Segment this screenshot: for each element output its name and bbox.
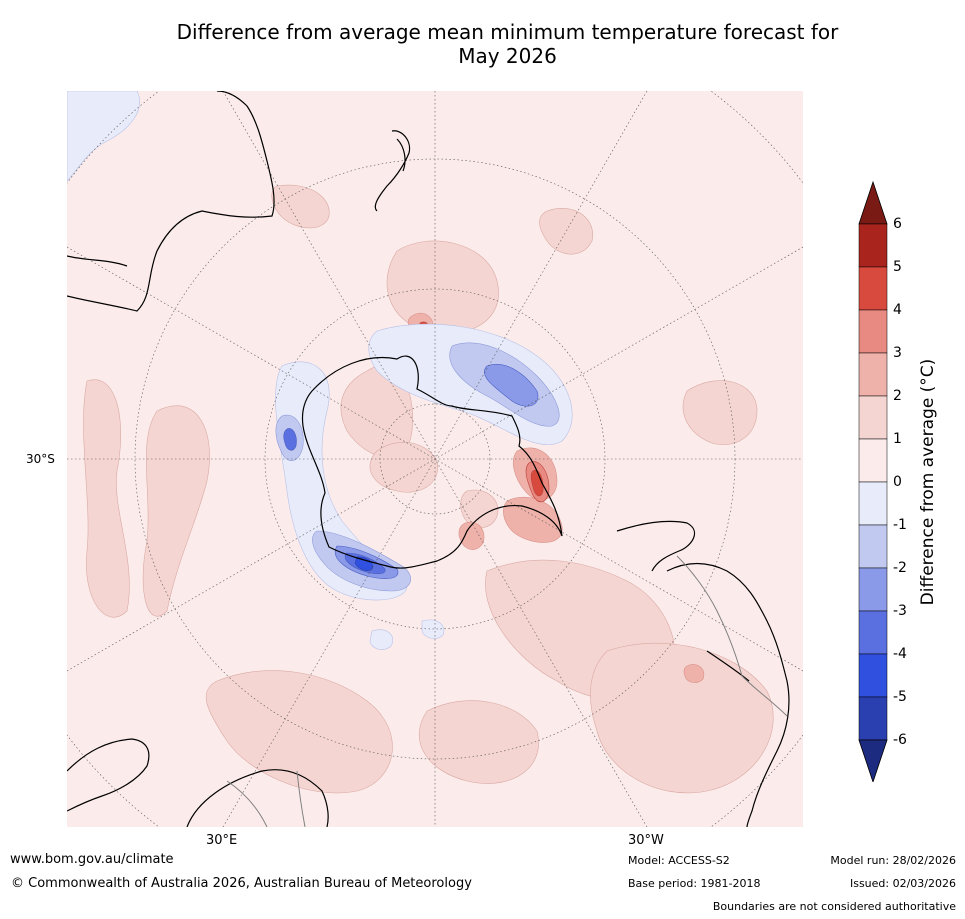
colorbar-extend-max [858,180,888,225]
footer-model: Model: ACCESS-S2 [628,854,730,867]
colorbar [858,180,888,782]
australia-coastline [67,91,275,312]
footer-model-run: Model run: 28/02/2026 [830,854,956,867]
colorbar-bin-10 [858,653,888,698]
colorbar-bin-6 [858,481,888,526]
colorbar-tick-label: 3 [893,345,902,361]
new-zealand-coastline [374,130,411,212]
footer-base-period: Base period: 1981-2018 [628,877,761,890]
colorbar-tick-label: 4 [893,302,902,318]
colorbar-tick-label: -4 [893,646,907,662]
colorbar-bin-8 [858,567,888,612]
colorbar-tick-label: 2 [893,388,902,404]
colorbar-tick-label: 6 [893,216,902,232]
south-america-coastline [616,520,790,827]
africa-coastline [67,738,329,827]
colorbar-tick-label: -1 [893,517,907,533]
colorbar-bin-7 [858,524,888,569]
latitude-label-30s: 30°S [26,452,55,466]
map-svg [67,91,803,827]
colorbar-tick-label: -3 [893,603,907,619]
colorbar-title: Difference from average (°C) [918,358,938,606]
latitude-ring-60s [264,288,606,630]
footer-issued: Issued: 02/03/2026 [849,877,956,890]
graticule [67,91,803,827]
colorbar-tick-label: 1 [893,431,902,447]
anomaly-1-2-regions [83,184,774,794]
colorbar-tick-label: 0 [893,474,902,490]
colorbar-bin-11 [858,696,888,741]
longitude-label-30e: 30°E [206,833,238,848]
colorbar-bin-2 [858,309,888,354]
colorbar-bin-0 [858,223,888,268]
colorbar-bin-5 [858,438,888,483]
colorbar-body [858,180,888,782]
anomaly-neg-4-5-regions [354,556,373,571]
footer-copyright: © Commonwealth of Australia 2026, Austra… [11,876,472,891]
colorbar-bin-1 [858,266,888,311]
colorbar-tick-label: -6 [893,732,907,748]
footer-boundaries-note: Boundaries are not considered authoritat… [712,900,956,913]
coastlines [67,91,790,827]
colorbar-bin-3 [858,352,888,397]
title-line-1: Difference from average mean minimum tem… [176,20,839,44]
title-line-2: May 2026 [458,44,557,68]
antarctica-coastline [301,355,563,569]
country-borders [226,555,788,827]
colorbar-tick-label: -5 [893,689,907,705]
colorbar-tick-label: -2 [893,560,907,576]
colorbar-bin-4 [858,395,888,440]
polar-map [67,91,803,827]
colorbar-extend-min [858,739,888,782]
footer-url: www.bom.gov.au/climate [10,852,174,867]
chart-title: Difference from average mean minimum tem… [60,20,955,68]
colorbar-tick-label: 5 [893,259,902,275]
longitude-label-30w: 30°W [628,833,664,848]
colorbar-bin-9 [858,610,888,655]
